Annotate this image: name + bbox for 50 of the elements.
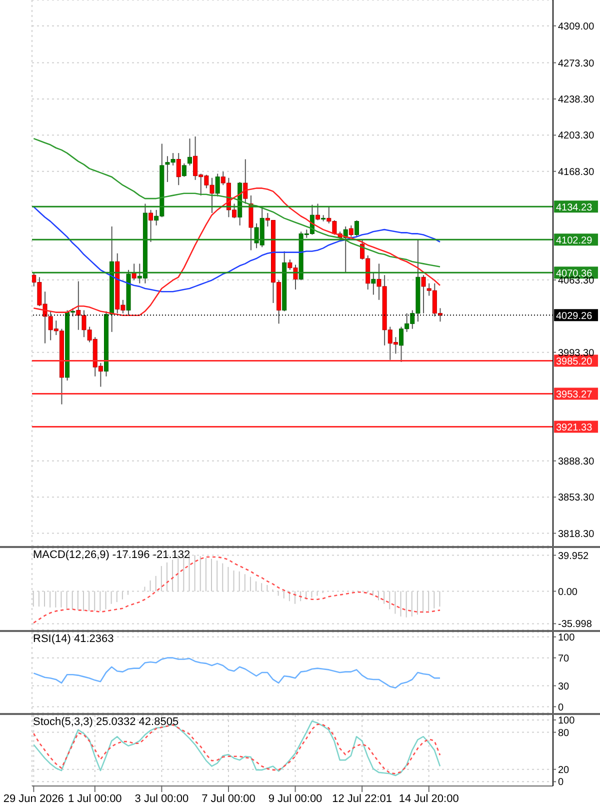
y-tick-label: 80 xyxy=(558,728,570,739)
x-tick-label: 12 Jul 22:01 xyxy=(332,792,392,804)
y-tick-label: 4273.30 xyxy=(558,58,595,70)
x-tick-label: 29 Jun 2026 xyxy=(3,792,64,804)
candlestick xyxy=(148,209,154,242)
ref-line-label: 3953.27 xyxy=(556,390,593,401)
candlestick xyxy=(371,272,376,296)
y-tick-label: 20 xyxy=(558,764,570,776)
y-tick-label: 4203.30 xyxy=(558,130,595,142)
line-series xyxy=(33,138,441,268)
y-tick-label: 3853.30 xyxy=(558,492,595,504)
x-tick-label: 7 Jul 00:00 xyxy=(202,792,256,804)
candlestick xyxy=(348,224,354,238)
y-tick-label: 100 xyxy=(558,715,576,726)
candlestick xyxy=(354,220,359,238)
candlestick xyxy=(182,162,186,178)
chart-title: MACD(12,26,9) -17.196 -21.132 xyxy=(33,549,190,561)
line-series xyxy=(33,206,441,292)
y-tick-label: 0 xyxy=(558,777,564,788)
chart-title: Stoch(5,3,3) 25.0332 42.8505 xyxy=(33,716,179,728)
y-tick-label: -35.998 xyxy=(558,619,592,630)
candlestick xyxy=(248,194,254,251)
x-tick-label: 9 Jul 00:00 xyxy=(268,792,322,804)
y-tick-label: 100 xyxy=(558,632,576,644)
candlestick xyxy=(215,173,220,197)
ref-line-label: 4029.26 xyxy=(556,311,593,322)
candlestick xyxy=(243,158,248,204)
y-tick-label: 4309.00 xyxy=(558,21,595,32)
candlestick xyxy=(421,274,426,314)
y-tick-label: 70 xyxy=(558,653,570,664)
x-tick-label: 3 Jul 00:00 xyxy=(134,792,189,804)
chart-title: RSI(14) 41.2363 xyxy=(33,633,114,645)
x-tick-label: 1 Jul 00:00 xyxy=(68,792,122,804)
ref-line-label: 3985.20 xyxy=(556,356,593,368)
y-tick-label: 0.00 xyxy=(558,586,578,598)
y-tick-label: 39.952 xyxy=(558,550,590,562)
ref-line-label: 3921.33 xyxy=(556,422,593,434)
y-tick-label: 3818.30 xyxy=(558,528,595,540)
candlestick xyxy=(316,203,320,221)
y-tick-label: 3888.30 xyxy=(558,456,595,468)
y-tick-label: 30 xyxy=(558,681,570,692)
y-tick-label: 0 xyxy=(558,702,564,714)
ref-line-label: 4102.29 xyxy=(556,236,593,247)
ref-line-label: 4134.23 xyxy=(556,202,593,214)
y-tick-label: 4238.30 xyxy=(558,94,595,106)
candlestick xyxy=(176,152,181,186)
candlestick xyxy=(187,138,192,166)
line-series xyxy=(33,657,441,689)
x-tick-label: 14 Jul 20:00 xyxy=(398,792,459,804)
y-tick-label: 4168.30 xyxy=(558,166,595,178)
